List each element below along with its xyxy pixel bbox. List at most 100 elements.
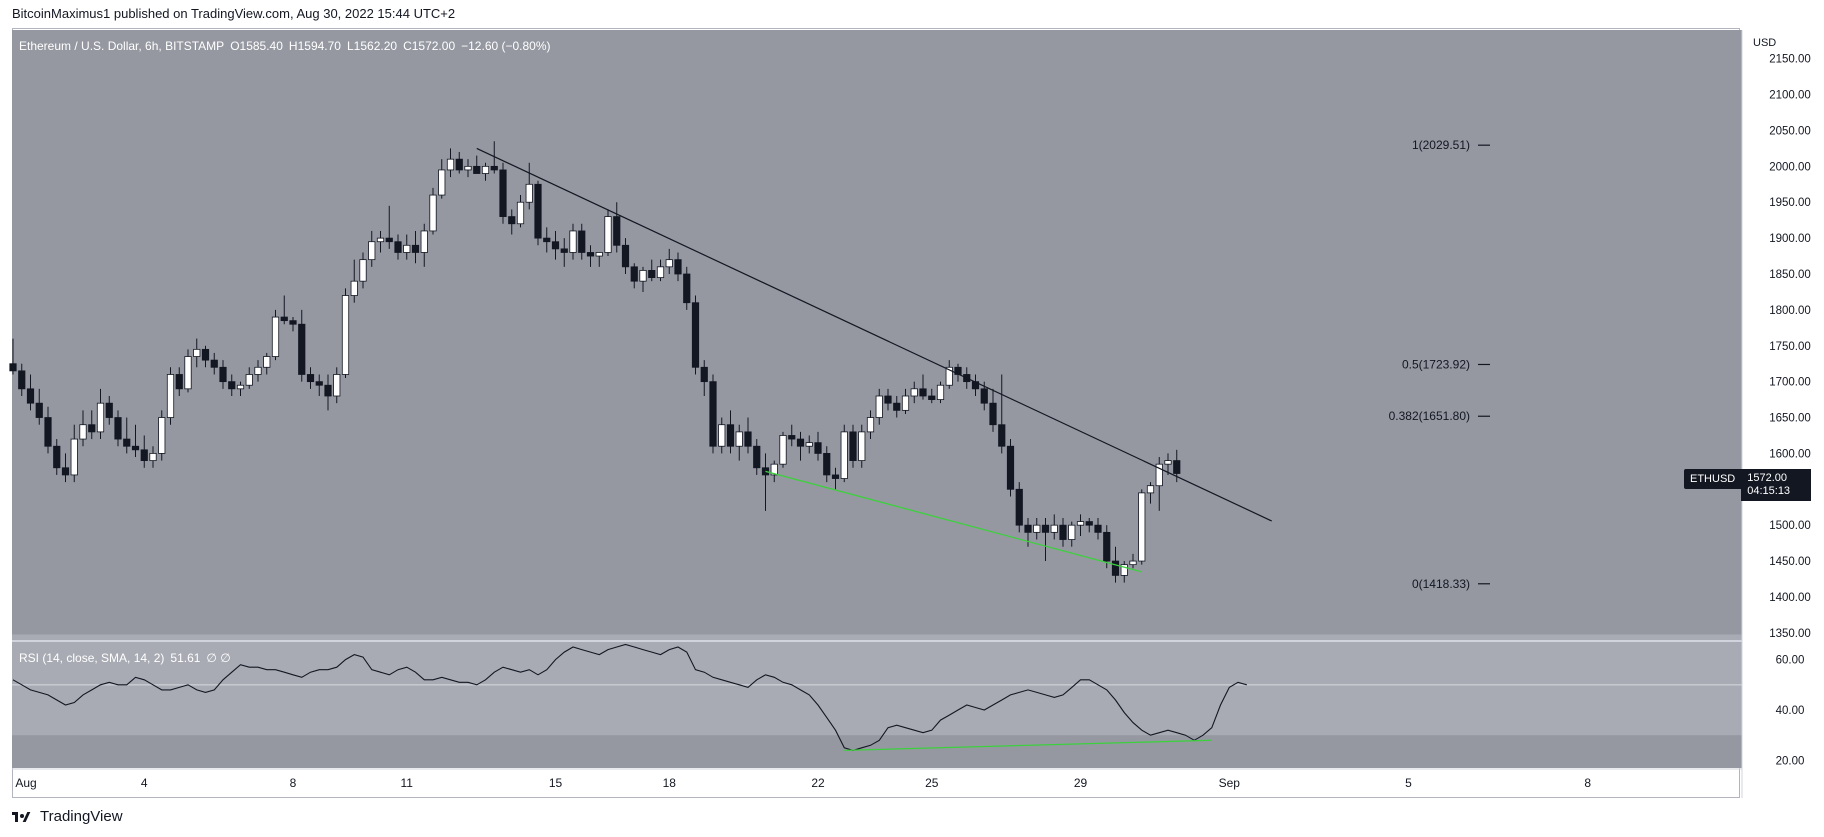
candle-body[interactable] [1033, 524, 1041, 533]
candle-body[interactable] [910, 388, 918, 397]
candle-body[interactable] [919, 388, 927, 397]
candle-body[interactable] [770, 463, 778, 476]
candle-body[interactable] [534, 183, 542, 239]
candle-body[interactable] [858, 431, 866, 461]
candle-body[interactable] [691, 302, 700, 368]
candle-body[interactable] [123, 438, 131, 447]
candle-body[interactable] [289, 320, 297, 325]
candle-body[interactable] [875, 395, 883, 418]
candle-body[interactable] [1120, 564, 1128, 576]
candle-body[interactable] [718, 424, 726, 447]
candle-body[interactable] [788, 435, 796, 440]
candle-body[interactable] [175, 374, 183, 390]
candle-body[interactable] [884, 395, 892, 404]
candle-body[interactable] [315, 381, 323, 386]
candle-body[interactable] [665, 259, 673, 268]
tradingview-logo[interactable]: TradingView [12, 808, 123, 825]
candle-body[interactable] [263, 356, 271, 368]
price-pane[interactable] [12, 30, 1742, 640]
candle-body[interactable] [989, 402, 997, 426]
candle-body[interactable] [560, 248, 568, 253]
candle-body[interactable] [1006, 445, 1015, 490]
candle-body[interactable] [1111, 560, 1120, 576]
candle-body[interactable] [796, 438, 805, 447]
rsi-divergence-line[interactable] [844, 739, 1212, 752]
candle-body[interactable] [184, 356, 192, 390]
candle-body[interactable] [840, 431, 848, 479]
candle-body[interactable] [901, 395, 910, 411]
candle-body[interactable] [245, 374, 253, 386]
candle-body[interactable] [228, 381, 236, 390]
candle-body[interactable] [630, 266, 638, 282]
candle-body[interactable] [105, 402, 113, 418]
candle-body[interactable] [411, 244, 420, 253]
candle-body[interactable] [1146, 485, 1155, 494]
candle-body[interactable] [1094, 524, 1102, 533]
candle-body[interactable] [595, 252, 603, 257]
candle-body[interactable] [639, 270, 647, 282]
candle-body[interactable] [201, 348, 210, 361]
candle-body[interactable] [928, 395, 936, 400]
candle-body[interactable] [359, 259, 367, 282]
candle-body[interactable] [831, 474, 840, 479]
candle-body[interactable] [805, 442, 813, 447]
candle-body[interactable] [271, 316, 280, 357]
candle-body[interactable] [936, 384, 945, 400]
candle-body[interactable] [998, 424, 1006, 447]
candle-body[interactable] [455, 158, 463, 171]
candle-body[interactable] [508, 216, 516, 225]
candle-body[interactable] [1138, 492, 1146, 562]
candle-body[interactable] [53, 445, 61, 469]
candle-body[interactable] [1085, 521, 1093, 526]
symbol-title[interactable]: Ethereum / U.S. Dollar, 6h, BITSTAMP [19, 39, 225, 53]
candle-body[interactable] [753, 445, 761, 469]
symbol-tag[interactable]: ETHUSD 1572.00 04:15:13 [1684, 469, 1812, 501]
candle-body[interactable] [586, 252, 595, 257]
candle-body[interactable] [236, 384, 245, 390]
candle-body[interactable] [306, 374, 315, 383]
candle-body[interactable] [350, 280, 358, 296]
candle-body[interactable] [131, 445, 140, 451]
candle-body[interactable] [193, 348, 201, 357]
candle-body[interactable] [473, 165, 481, 174]
price-divergence-line[interactable] [765, 470, 1142, 573]
candle-body[interactable] [1155, 463, 1163, 487]
candle-body[interactable] [604, 216, 612, 253]
candle-body[interactable] [814, 442, 822, 454]
candle-body[interactable] [1103, 531, 1111, 562]
candle-body[interactable] [1050, 524, 1058, 533]
candle-body[interactable] [648, 270, 656, 278]
candle-body[interactable] [88, 424, 96, 433]
candle-body[interactable] [1173, 460, 1181, 474]
candle-body[interactable] [385, 237, 393, 243]
candle-body[interactable] [578, 230, 586, 253]
candle-body[interactable] [1059, 524, 1067, 540]
candle-body[interactable] [1164, 460, 1172, 465]
candle-body[interactable] [44, 417, 52, 447]
candle-body[interactable] [280, 316, 288, 322]
candle-body[interactable] [516, 201, 525, 225]
candle-body[interactable] [945, 366, 953, 386]
candle-body[interactable] [866, 417, 875, 433]
candle-body[interactable] [464, 165, 472, 171]
candle-body[interactable] [1041, 524, 1050, 533]
candle-body[interactable] [700, 366, 708, 383]
candle-body[interactable] [499, 169, 507, 217]
candle-body[interactable] [744, 431, 752, 447]
candle-body[interactable] [403, 244, 411, 253]
candle-body[interactable] [726, 424, 735, 447]
candle-body[interactable] [219, 366, 227, 383]
candle-body[interactable] [613, 216, 621, 246]
candle-body[interactable] [980, 388, 988, 404]
rsi-line[interactable] [12, 643, 1247, 751]
candle-body[interactable] [341, 295, 350, 375]
candle-body[interactable] [656, 266, 665, 278]
candle-body[interactable] [420, 230, 428, 253]
candle-body[interactable] [779, 435, 787, 465]
candle-body[interactable] [140, 449, 148, 461]
candle-body[interactable] [254, 366, 262, 375]
candle-body[interactable] [1129, 560, 1137, 566]
candle-body[interactable] [525, 183, 533, 203]
candle-body[interactable] [9, 363, 17, 372]
